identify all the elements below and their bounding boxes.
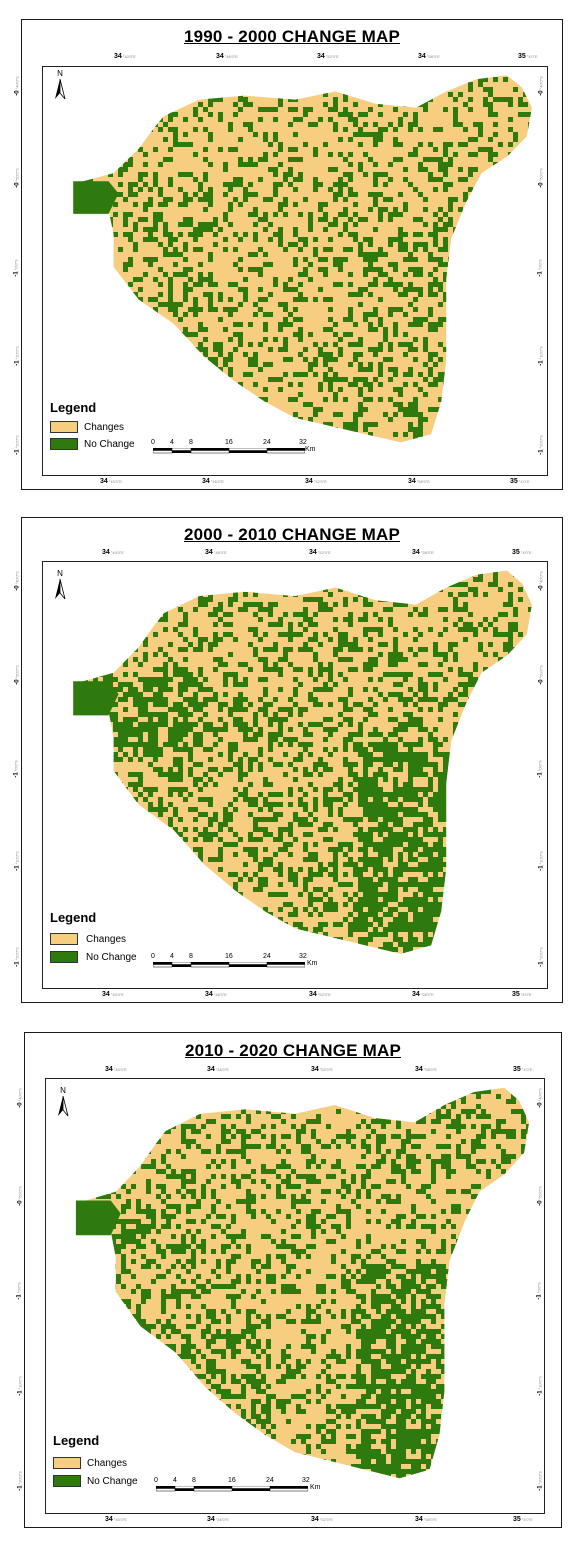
lat-tick-label: -0°50'0"S [538,665,545,685]
map-panel-1990-2000: 1990 - 2000 CHANGE MAP N Legend Changes … [14,19,563,490]
lat-tick-label: -1°0'0"S [13,259,20,277]
lon-tick-label: 34°52'0"E [311,1516,333,1523]
scale-bar: 0 4 8 16 24 32 Km [151,953,318,968]
lon-tick-label: 34°46'0"E [216,53,238,60]
lat-tick-label: -1°10'0"S [14,346,21,366]
study-area-map [75,1087,530,1479]
lon-tick-label: 34°40'0"E [105,1066,127,1073]
change-raster [83,75,532,443]
lat-tick-label: -0°40'0"S [14,76,21,96]
lon-tick-label: 34°52'0"E [317,53,339,60]
lon-tick-label: 34°46'0"E [207,1516,229,1523]
scale-bar: 0 4 8 16 24 32 Km [151,439,316,454]
map-frame: N Legend Changes No Change 0 4 8 16 24 3… [42,66,548,476]
lat-tick-label: -1°20'0"S [14,947,21,967]
lon-tick-label: 34°46'0"E [205,991,227,998]
lon-tick-label: 35°4'0"E [513,1516,533,1523]
lon-tick-label: 34°40'0"E [100,478,122,485]
lon-tick-label: 34°58'0"E [415,1066,437,1073]
lat-tick-label: -1°10'0"S [538,346,545,366]
study-area-map [73,75,532,443]
lat-tick-label: -0°50'0"S [538,168,545,188]
lon-tick-label: 34°58'0"E [418,53,440,60]
lon-tick-label: 35°4'0"E [512,991,532,998]
western-block [73,181,119,214]
change-raster [85,1087,530,1479]
lon-tick-label: 35°4'0"E [512,549,532,556]
lat-tick-label: -1°20'0"S [14,435,21,455]
lon-tick-label: 34°52'0"E [305,478,327,485]
legend-label-no-change: No Change [84,439,135,450]
lat-tick-label: -1°0'0"S [537,760,544,778]
lat-tick-label: -1°0'0"S [16,1282,23,1300]
lon-tick-label: 35°4'0"E [513,1066,533,1073]
legend-label-changes: Changes [84,422,125,433]
lat-tick-label: -1°10'0"S [537,1376,544,1396]
map-frame: N Legend Changes No Change 0 4 8 16 24 3… [45,1078,545,1514]
lon-tick-label: 34°40'0"E [114,53,136,60]
lon-tick-label: 34°58'0"E [415,1516,437,1523]
lon-tick-label: 34°52'0"E [309,549,331,556]
lon-tick-label: 35°4'0"E [518,53,538,60]
legend-label-no-change: No Change [86,952,137,963]
lat-tick-label: -0°40'0"S [537,1088,544,1108]
legend-swatch-changes [50,933,78,945]
map-frame: N Legend Changes No Change 0 4 8 16 24 3… [42,561,548,989]
map-panel-2010-2020: 2010 - 2020 CHANGE MAP N Legend Changes … [17,1032,562,1528]
lat-tick-label: -0°40'0"S [538,571,545,591]
map-title: 1990 - 2000 CHANGE MAP [183,27,401,46]
lat-tick-label: -1°0'0"S [536,1282,543,1300]
lon-tick-label: 35°4'0"E [510,478,530,485]
lon-tick-label: 34°58'0"E [412,549,434,556]
lon-tick-label: 34°40'0"E [102,991,124,998]
north-arrow-icon: N [53,69,67,101]
legend-swatch-changes [50,421,78,433]
lat-tick-label: -0°50'0"S [17,1186,24,1206]
map-title: 2010 - 2020 CHANGE MAP [184,1041,402,1060]
change-raster [83,570,532,954]
lon-tick-label: 34°46'0"E [207,1066,229,1073]
lat-tick-label: -1°20'0"S [17,1471,24,1491]
north-arrow-icon: N [56,1086,70,1118]
lat-tick-label: -0°50'0"S [14,168,21,188]
lat-tick-label: -1°20'0"S [538,947,545,967]
lat-tick-label: -1°0'0"S [537,259,544,277]
lon-tick-label: 34°58'0"E [412,991,434,998]
lat-tick-label: -0°40'0"S [17,1088,24,1108]
lon-tick-label: 34°52'0"E [311,1066,333,1073]
map-panel-2000-2010: 2000 - 2010 CHANGE MAP N Legend Changes … [14,517,563,1003]
lat-tick-label: -0°50'0"S [537,1186,544,1206]
lat-tick-label: -1°20'0"S [537,1471,544,1491]
legend-title: Legend [50,910,97,925]
lat-tick-label: -1°10'0"S [14,851,21,871]
legend-label-no-change: No Change [87,1476,138,1487]
lat-tick-label: -1°10'0"S [538,851,545,871]
map-title: 2000 - 2010 CHANGE MAP [183,525,401,544]
lon-tick-label: 34°58'0"E [408,478,430,485]
legend-title: Legend [50,400,97,415]
lon-tick-label: 34°46'0"E [202,478,224,485]
lat-tick-label: -1°10'0"S [17,1376,24,1396]
western-block [73,681,119,716]
lon-tick-label: 34°46'0"E [205,549,227,556]
lon-tick-label: 34°52'0"E [309,991,331,998]
legend-title: Legend [53,1433,100,1448]
legend-label-changes: Changes [87,1458,128,1469]
lon-tick-label: 34°40'0"E [105,1516,127,1523]
western-block [75,1200,121,1236]
north-arrow-icon: N [53,569,67,601]
legend-swatch-changes [53,1457,81,1469]
legend-swatch-no-change [50,951,78,963]
lat-tick-label: -0°40'0"S [14,571,21,591]
lon-tick-label: 34°40'0"E [102,549,124,556]
lat-tick-label: -0°50'0"S [14,665,21,685]
legend-swatch-no-change [53,1475,81,1487]
legend-swatch-no-change [50,438,78,450]
legend-label-changes: Changes [86,934,127,945]
lat-tick-label: -1°20'0"S [538,435,545,455]
scale-bar: 0 4 8 16 24 32 Km [154,1477,321,1492]
lat-tick-label: -1°0'0"S [13,760,20,778]
lat-tick-label: -0°40'0"S [538,76,545,96]
study-area-map [73,570,532,954]
